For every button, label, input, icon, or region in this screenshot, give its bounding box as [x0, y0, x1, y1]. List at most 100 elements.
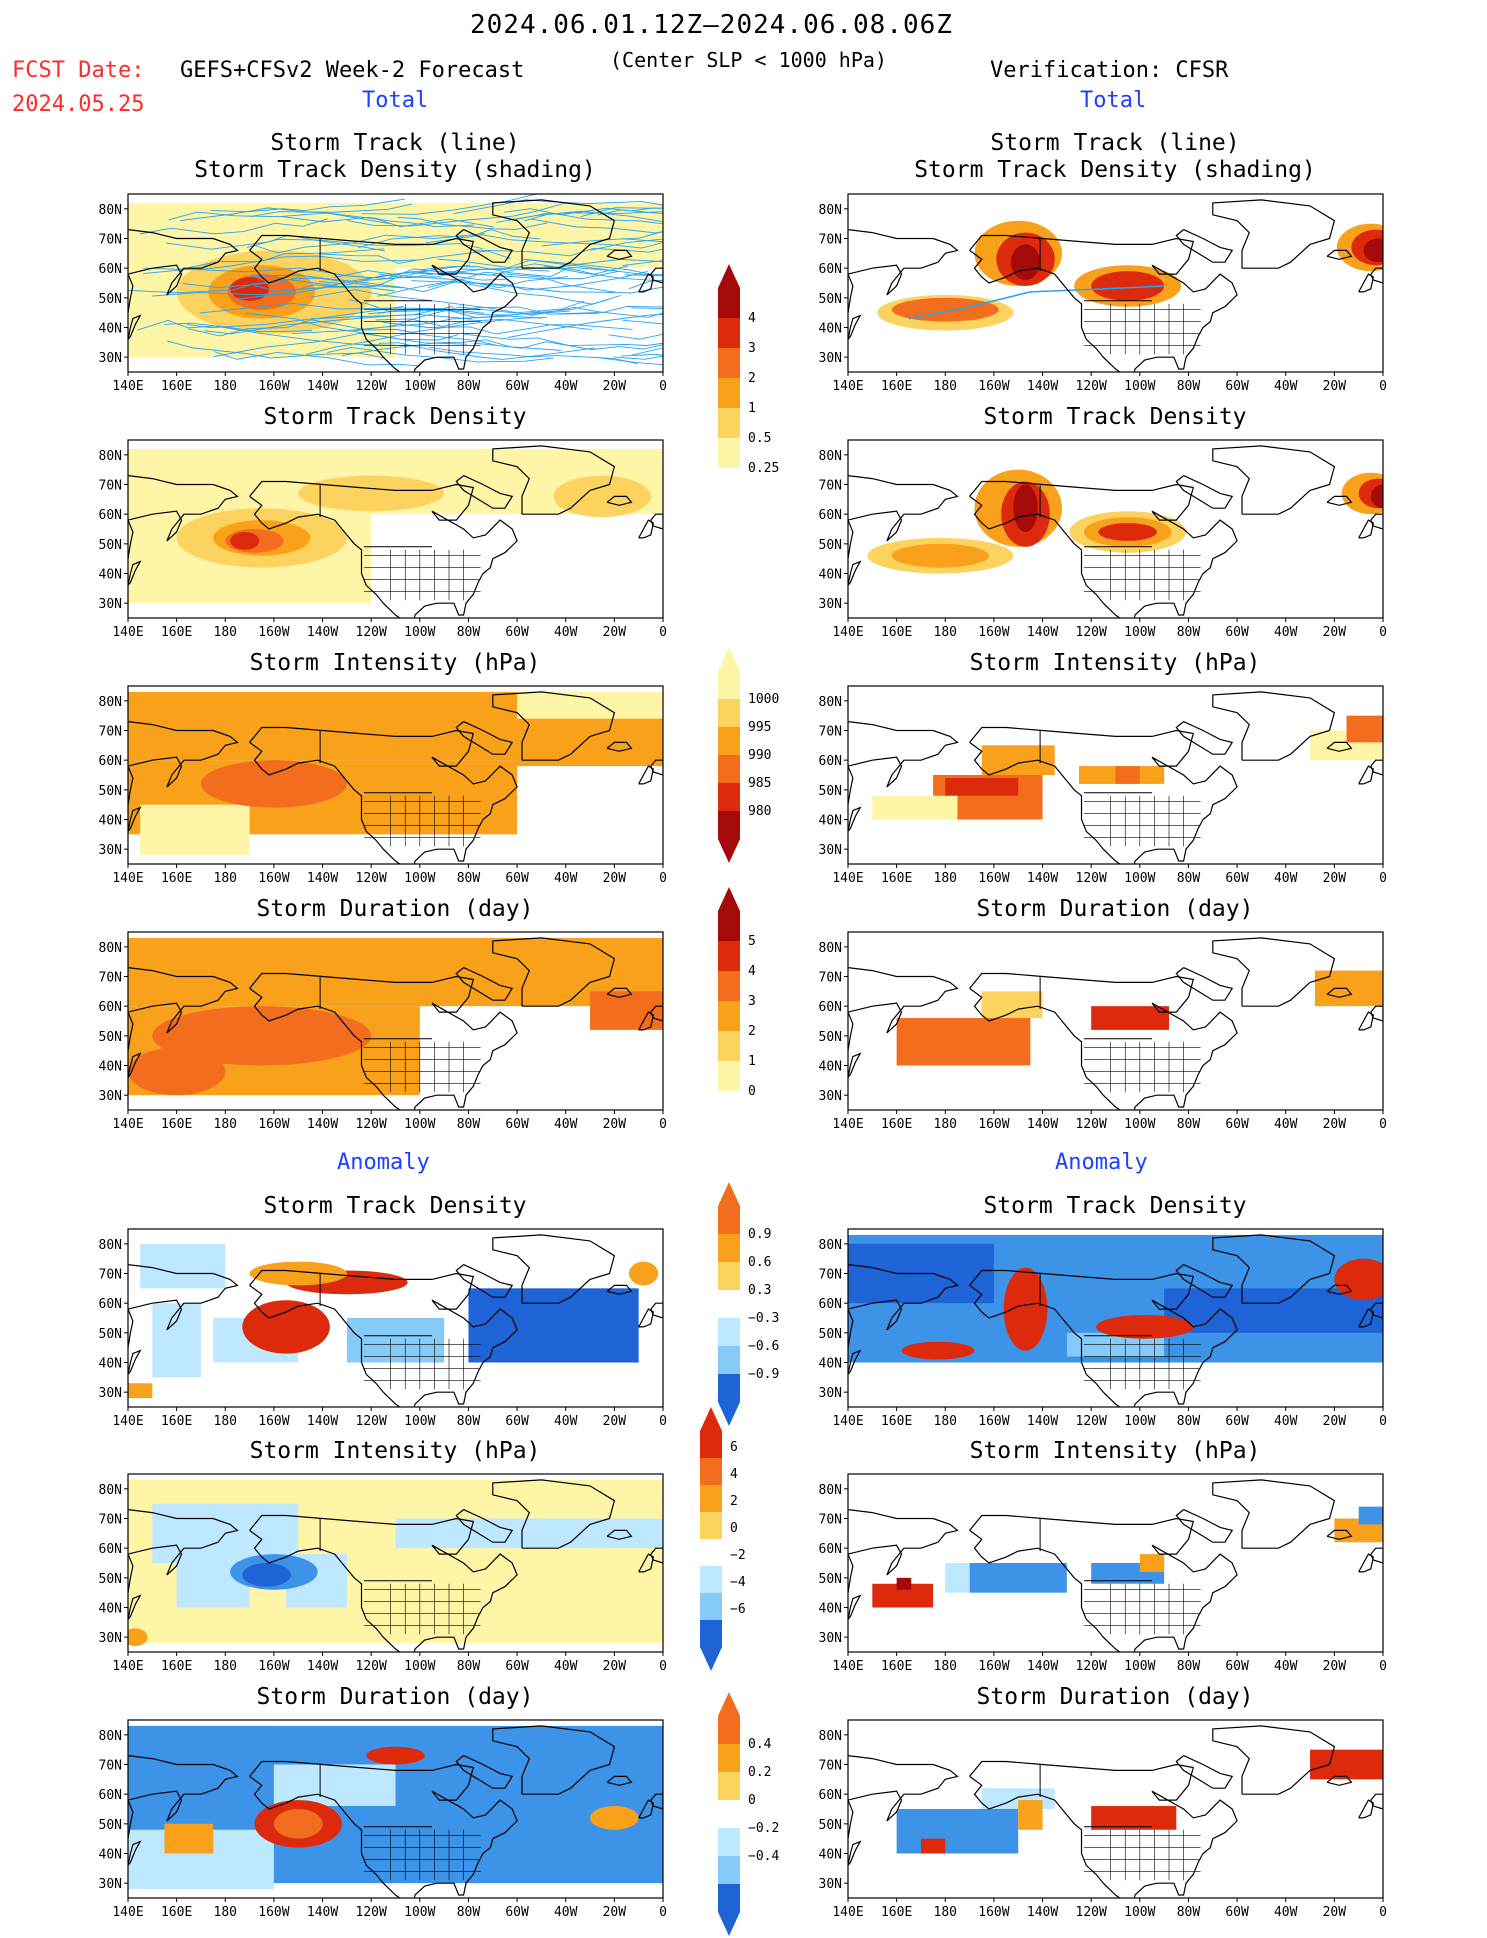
svg-text:50N: 50N	[99, 784, 122, 799]
map-verification-track-density-lines: 140E 160E 180 160W 140W 120W 100W 80W 60W 40W 20W 0…	[798, 190, 1388, 400]
svg-text:40W: 40W	[554, 379, 578, 394]
svg-text:160E: 160E	[881, 1659, 912, 1674]
svg-text:70N: 70N	[819, 1513, 842, 1528]
svg-text:30N: 30N	[99, 843, 122, 858]
svg-text:40N: 40N	[819, 1060, 842, 1075]
svg-text:80N: 80N	[819, 695, 842, 710]
svg-text:0: 0	[1379, 871, 1387, 886]
svg-text:180: 180	[214, 1414, 237, 1429]
svg-text:60N: 60N	[819, 754, 842, 769]
svg-text:1: 1	[748, 401, 756, 416]
svg-text:140W: 140W	[1027, 1905, 1058, 1920]
svg-text:120W: 120W	[356, 871, 387, 886]
svg-text:20W: 20W	[603, 1659, 627, 1674]
svg-text:0.6: 0.6	[748, 1255, 771, 1270]
svg-text:160E: 160E	[881, 1117, 912, 1132]
svg-text:80W: 80W	[457, 1905, 481, 1920]
svg-text:100W: 100W	[404, 1659, 435, 1674]
svg-text:120W: 120W	[1076, 1905, 1107, 1920]
svg-text:80N: 80N	[99, 1483, 122, 1498]
svg-text:0: 0	[730, 1521, 738, 1536]
svg-text:40W: 40W	[1274, 1117, 1298, 1132]
svg-text:100W: 100W	[1124, 871, 1155, 886]
svg-text:160E: 160E	[881, 871, 912, 886]
svg-text:80W: 80W	[457, 625, 481, 640]
svg-text:160E: 160E	[161, 1414, 192, 1429]
title-duration-anom-left: Storm Duration (day)	[256, 1684, 534, 1710]
verification-label: Verification: CFSR	[990, 58, 1229, 83]
svg-text:70N: 70N	[99, 1759, 122, 1774]
svg-text:20W: 20W	[1323, 1117, 1347, 1132]
svg-text:60N: 60N	[819, 262, 842, 277]
title-track-density-shading-right: Storm Track Density (shading)	[914, 157, 1316, 183]
svg-text:140E: 140E	[832, 379, 863, 394]
svg-text:70N: 70N	[99, 479, 122, 494]
svg-text:30N: 30N	[819, 1877, 842, 1892]
svg-text:0: 0	[659, 379, 667, 394]
svg-text:0: 0	[1379, 1117, 1387, 1132]
svg-text:40N: 40N	[99, 1357, 122, 1372]
svg-text:180: 180	[934, 379, 957, 394]
svg-text:160E: 160E	[881, 379, 912, 394]
svg-text:0: 0	[1379, 1414, 1387, 1429]
svg-text:60N: 60N	[99, 1000, 122, 1015]
svg-text:180: 180	[934, 1117, 957, 1132]
svg-text:20W: 20W	[603, 871, 627, 886]
colorbar-intensity-total: 1000 995 990 985 980	[718, 645, 808, 865]
svg-text:5: 5	[748, 934, 756, 949]
svg-text:80W: 80W	[457, 1659, 481, 1674]
svg-text:0: 0	[659, 1414, 667, 1429]
svg-text:0: 0	[659, 871, 667, 886]
svg-text:140E: 140E	[112, 1905, 143, 1920]
svg-text:120W: 120W	[356, 379, 387, 394]
svg-text:30N: 30N	[819, 843, 842, 858]
svg-text:−6: −6	[730, 1602, 746, 1617]
title-intensity-left: Storm Intensity (hPa)	[249, 650, 541, 676]
svg-text:4: 4	[748, 311, 756, 326]
svg-text:140W: 140W	[1027, 1659, 1058, 1674]
svg-text:60N: 60N	[819, 1000, 842, 1015]
svg-text:30N: 30N	[99, 351, 122, 366]
svg-text:0.2: 0.2	[748, 1765, 771, 1780]
svg-text:80N: 80N	[99, 449, 122, 464]
svg-text:30N: 30N	[99, 1386, 122, 1401]
svg-text:30N: 30N	[819, 1089, 842, 1104]
svg-text:80N: 80N	[99, 1238, 122, 1253]
svg-text:160E: 160E	[161, 871, 192, 886]
colorbar-density-total: 4 3 2 1 0.5 0.25	[718, 262, 808, 524]
svg-text:−0.3: −0.3	[748, 1311, 779, 1326]
svg-text:40N: 40N	[99, 568, 122, 583]
svg-text:120W: 120W	[1076, 379, 1107, 394]
svg-text:160E: 160E	[881, 1414, 912, 1429]
svg-text:60N: 60N	[819, 1542, 842, 1557]
svg-text:60N: 60N	[819, 508, 842, 523]
svg-text:100W: 100W	[404, 1117, 435, 1132]
svg-text:0: 0	[1379, 379, 1387, 394]
map-forecast-track-density-lines: 140E 160E 180 160W 140W 120W 100W 80W 60W 40W 20W 0…	[78, 190, 668, 400]
title-track-density-shading-left: Storm Track Density (shading)	[194, 157, 596, 183]
svg-text:160E: 160E	[881, 1905, 912, 1920]
svg-text:60W: 60W	[505, 1414, 529, 1429]
colorbar-duration-total: 5 4 3 2 1 0	[718, 885, 808, 1147]
svg-text:140W: 140W	[307, 379, 338, 394]
svg-text:160E: 160E	[161, 1117, 192, 1132]
svg-text:50N: 50N	[819, 1327, 842, 1342]
colorbar-density-anomaly: 0.9 0.6 0.3 −0.3 −0.6 −0.9	[718, 1180, 808, 1428]
svg-text:140W: 140W	[307, 1659, 338, 1674]
svg-text:80N: 80N	[819, 203, 842, 218]
svg-text:80N: 80N	[819, 1729, 842, 1744]
svg-text:70N: 70N	[819, 1268, 842, 1283]
map-forecast-duration: 140E 160E 180 160W 140W 120W 100W 80W 60W 40W 20W 0…	[78, 928, 668, 1138]
svg-text:140E: 140E	[112, 625, 143, 640]
svg-text:60W: 60W	[1225, 871, 1249, 886]
svg-text:−0.4: −0.4	[748, 1849, 779, 1864]
svg-text:70N: 70N	[99, 1268, 122, 1283]
svg-text:980: 980	[748, 804, 771, 819]
map-verification-track-density: 140E 160E 180 160W 140W 120W 100W 80W 60W 40W 20W 0…	[798, 436, 1388, 646]
title-density-right: Storm Track Density	[983, 404, 1247, 430]
svg-text:4: 4	[748, 964, 756, 979]
svg-text:80N: 80N	[99, 1729, 122, 1744]
title-density-anom-right: Storm Track Density	[983, 1193, 1247, 1219]
svg-text:100W: 100W	[404, 1905, 435, 1920]
svg-text:20W: 20W	[1323, 871, 1347, 886]
